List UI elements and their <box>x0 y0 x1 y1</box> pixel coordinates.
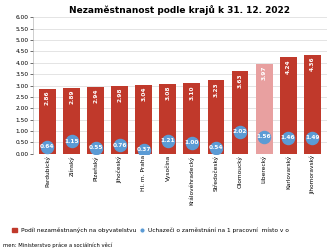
Bar <box>63 88 80 154</box>
Text: 0.37: 0.37 <box>137 147 151 152</box>
Text: 1.49: 1.49 <box>305 135 319 140</box>
Bar <box>87 87 104 154</box>
Text: 3.08: 3.08 <box>165 86 170 100</box>
Title: Nezaměstnanost podle krajů k 31. 12. 2022: Nezaměstnanost podle krajů k 31. 12. 202… <box>69 5 290 15</box>
Text: 2.94: 2.94 <box>93 89 98 103</box>
Text: 1.56: 1.56 <box>257 134 271 139</box>
Text: men: Ministerstvo práce a sociálních věcí: men: Ministerstvo práce a sociálních věc… <box>3 242 113 248</box>
Text: 3.23: 3.23 <box>214 82 218 97</box>
Point <box>213 146 218 150</box>
Text: 1.15: 1.15 <box>64 139 79 144</box>
Point <box>285 136 291 140</box>
Bar <box>159 84 176 154</box>
Point <box>165 139 171 143</box>
Bar <box>39 89 56 154</box>
Bar <box>183 83 200 154</box>
Bar <box>256 63 273 154</box>
Legend: Podíl nezaměstnaných na obyvatelstvu, Uchazeči o zaměstnání na 1 pracovní  místo: Podíl nezaměstnaných na obyvatelstvu, Uc… <box>13 228 289 233</box>
Text: 0.55: 0.55 <box>88 145 103 150</box>
Text: 3.63: 3.63 <box>238 73 243 88</box>
Text: 1.21: 1.21 <box>160 138 175 143</box>
Text: 1.46: 1.46 <box>281 135 295 140</box>
Text: 2.02: 2.02 <box>233 129 247 134</box>
Text: 0.64: 0.64 <box>40 144 55 149</box>
Point <box>237 130 243 134</box>
Point <box>93 146 98 150</box>
Point <box>69 139 74 143</box>
Text: 0.54: 0.54 <box>209 145 223 150</box>
Bar <box>232 71 248 154</box>
Text: 0.76: 0.76 <box>113 143 127 148</box>
Bar <box>135 85 152 154</box>
Text: 3.97: 3.97 <box>262 65 267 80</box>
Point <box>189 141 194 145</box>
Point <box>261 135 267 139</box>
Point <box>310 135 315 139</box>
Text: 4.24: 4.24 <box>286 59 291 74</box>
Text: 1.00: 1.00 <box>185 140 199 145</box>
Bar <box>111 86 128 154</box>
Point <box>141 148 147 152</box>
Point <box>45 145 50 149</box>
Text: 2.98: 2.98 <box>117 88 122 102</box>
Text: 2.86: 2.86 <box>45 91 50 105</box>
Text: 4.36: 4.36 <box>310 57 315 71</box>
Bar <box>304 55 321 154</box>
Bar <box>280 57 297 154</box>
Text: 2.89: 2.89 <box>69 90 74 104</box>
Bar <box>208 80 224 154</box>
Text: 3.04: 3.04 <box>141 87 146 101</box>
Text: 3.10: 3.10 <box>189 85 194 100</box>
Point <box>117 144 122 148</box>
